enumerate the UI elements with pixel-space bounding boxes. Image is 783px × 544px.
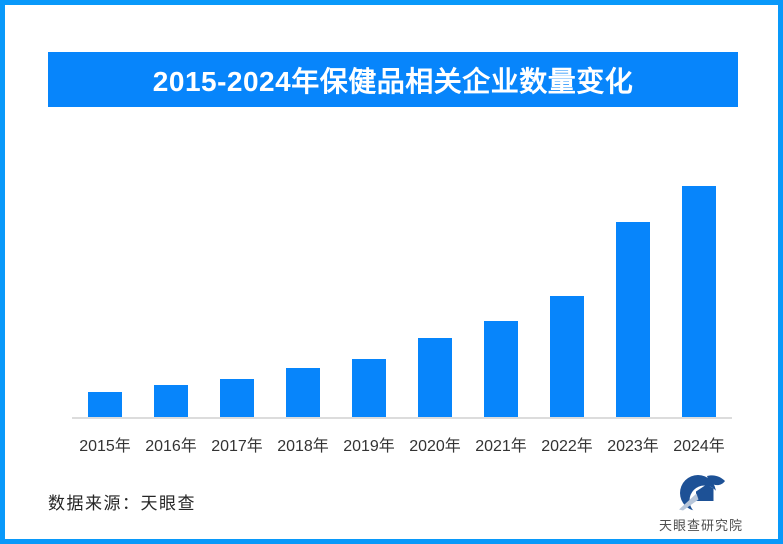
bar-2022年: [550, 295, 584, 417]
x-tick-label: 2023年: [607, 438, 659, 455]
bar-chart: 2015年 2016年 2017年 2018年 2019年 2020年 2021年 2022年…: [72, 186, 732, 486]
x-tick-label: 2016年: [145, 438, 197, 455]
x-tick-label: 2024年: [673, 438, 725, 455]
brand-logo: 天眼查研究院: [655, 467, 747, 534]
x-tick-label: 2018年: [277, 438, 329, 455]
bar-column: [138, 186, 204, 417]
chart-title-banner: 2015-2024年保健品相关企业数量变化: [48, 52, 738, 107]
bar-column: [270, 186, 336, 417]
bar-2017年: [220, 378, 254, 417]
x-tick-label: 2021年: [475, 438, 527, 455]
bar-column: [600, 186, 666, 417]
bar-column: [204, 186, 270, 417]
x-tick-label: 2017年: [211, 438, 263, 455]
bar-column: [534, 186, 600, 417]
bar-2023年: [616, 222, 650, 417]
bar-column: [468, 186, 534, 417]
bar-2018年: [286, 368, 320, 417]
x-tick-label: 2020年: [409, 438, 461, 455]
bar-2015年: [88, 391, 122, 417]
bar-2019年: [352, 359, 386, 417]
bar-column: [666, 186, 732, 417]
bar-2021年: [484, 321, 518, 417]
tianyancha-logo-icon: [679, 475, 725, 513]
brand-logo-text: 天眼查研究院: [658, 518, 743, 533]
bar-column: [402, 186, 468, 417]
bar-column: [72, 186, 138, 417]
bar-2020年: [418, 338, 452, 417]
x-axis-line: [72, 417, 732, 419]
x-tick-label: 2015年: [79, 438, 131, 455]
bar-2016年: [154, 385, 188, 417]
data-source-note: 数据来源：天眼查: [48, 494, 196, 513]
x-tick-label: 2022年: [541, 438, 593, 455]
bar-column: [336, 186, 402, 417]
chart-title: 2015-2024年保健品相关企业数量变化: [152, 65, 634, 97]
x-axis-labels: 2015年 2016年 2017年 2018年 2019年 2020年 2021年 2022年…: [72, 432, 732, 456]
bar-2024年: [682, 186, 716, 417]
x-tick-label: 2019年: [343, 438, 395, 455]
bars-container: [72, 186, 732, 417]
